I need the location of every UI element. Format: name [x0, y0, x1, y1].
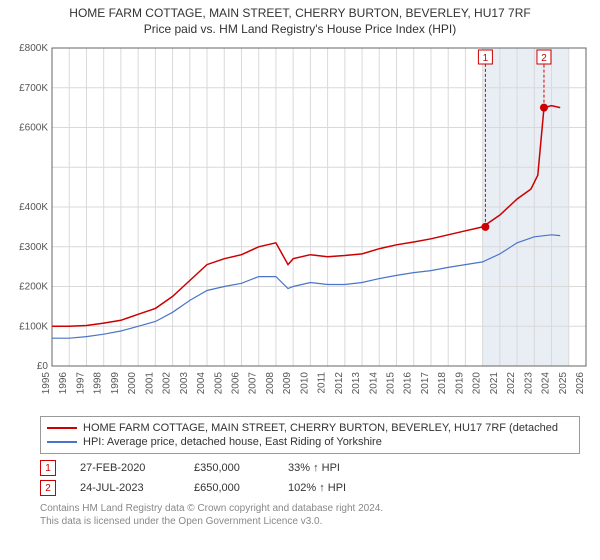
- svg-text:£200K: £200K: [19, 282, 48, 293]
- chart-title: HOME FARM COTTAGE, MAIN STREET, CHERRY B…: [0, 0, 600, 20]
- svg-text:2021: 2021: [489, 372, 500, 395]
- svg-text:2024: 2024: [541, 372, 552, 395]
- footnote: Contains HM Land Registry data © Crown c…: [40, 502, 590, 528]
- svg-text:£700K: £700K: [19, 83, 48, 94]
- legend-label-price: HOME FARM COTTAGE, MAIN STREET, CHERRY B…: [83, 421, 558, 435]
- svg-text:2017: 2017: [420, 372, 431, 395]
- svg-text:2002: 2002: [162, 372, 173, 395]
- sale-badge-2: 2: [40, 480, 56, 496]
- legend-swatch-hpi: [47, 441, 77, 443]
- svg-text:1996: 1996: [58, 372, 69, 395]
- svg-text:2019: 2019: [454, 372, 465, 395]
- svg-text:2005: 2005: [213, 372, 224, 395]
- svg-text:2013: 2013: [351, 372, 362, 395]
- chart-container: HOME FARM COTTAGE, MAIN STREET, CHERRY B…: [0, 0, 600, 560]
- svg-text:2001: 2001: [144, 372, 155, 395]
- svg-text:£600K: £600K: [19, 123, 48, 134]
- svg-text:1995: 1995: [41, 372, 52, 395]
- svg-text:£400K: £400K: [19, 202, 48, 213]
- sales-table: 1 27-FEB-2020 £350,000 33% ↑ HPI 2 24-JU…: [40, 458, 580, 498]
- svg-text:2009: 2009: [282, 372, 293, 395]
- footnote-line-2: This data is licensed under the Open Gov…: [40, 516, 322, 527]
- legend-row-hpi: HPI: Average price, detached house, East…: [47, 435, 573, 449]
- svg-text:2004: 2004: [196, 372, 207, 395]
- svg-text:2: 2: [541, 53, 547, 64]
- svg-text:£0: £0: [37, 361, 49, 372]
- svg-text:2007: 2007: [248, 372, 259, 395]
- svg-text:1: 1: [483, 53, 489, 64]
- chart-area: £0 £100K £200K £300K £400K £600K £700K £800K 199…: [10, 40, 590, 410]
- svg-text:2006: 2006: [230, 372, 241, 395]
- legend-swatch-price: [47, 427, 77, 429]
- svg-text:1997: 1997: [75, 372, 86, 395]
- svg-text:2011: 2011: [317, 372, 328, 394]
- svg-text:2025: 2025: [558, 372, 569, 395]
- table-row: 2 24-JUL-2023 £650,000 102% ↑ HPI: [40, 478, 580, 498]
- sale-price: £650,000: [194, 482, 264, 494]
- svg-text:2016: 2016: [403, 372, 414, 395]
- sale-diff: 102% ↑ HPI: [288, 482, 346, 494]
- legend: HOME FARM COTTAGE, MAIN STREET, CHERRY B…: [40, 416, 580, 454]
- footnote-line-1: Contains HM Land Registry data © Crown c…: [40, 503, 383, 514]
- svg-text:2015: 2015: [386, 372, 397, 395]
- sale-date: 27-FEB-2020: [80, 462, 170, 474]
- svg-text:2018: 2018: [437, 372, 448, 395]
- svg-text:1999: 1999: [110, 372, 121, 395]
- svg-text:£800K: £800K: [19, 43, 48, 54]
- legend-row-price: HOME FARM COTTAGE, MAIN STREET, CHERRY B…: [47, 421, 573, 435]
- legend-label-hpi: HPI: Average price, detached house, East…: [83, 435, 382, 449]
- svg-text:£300K: £300K: [19, 242, 48, 253]
- svg-text:2020: 2020: [472, 372, 483, 395]
- svg-text:2010: 2010: [299, 372, 310, 395]
- svg-text:1998: 1998: [93, 372, 104, 395]
- svg-text:2014: 2014: [368, 372, 379, 395]
- table-row: 1 27-FEB-2020 £350,000 33% ↑ HPI: [40, 458, 580, 478]
- chart-subtitle: Price paid vs. HM Land Registry's House …: [0, 20, 600, 40]
- sale-date: 24-JUL-2023: [80, 482, 170, 494]
- svg-text:2023: 2023: [523, 372, 534, 395]
- svg-text:2008: 2008: [265, 372, 276, 395]
- svg-text:2000: 2000: [127, 372, 138, 395]
- svg-text:2003: 2003: [179, 372, 190, 395]
- sale-badge-1: 1: [40, 460, 56, 476]
- line-chart: £0 £100K £200K £300K £400K £600K £700K £800K 199…: [10, 40, 590, 410]
- svg-text:2012: 2012: [334, 372, 345, 395]
- svg-text:2022: 2022: [506, 372, 517, 395]
- sale-diff: 33% ↑ HPI: [288, 462, 340, 474]
- sale-price: £350,000: [194, 462, 264, 474]
- svg-text:£100K: £100K: [19, 321, 48, 332]
- svg-text:2026: 2026: [575, 372, 586, 395]
